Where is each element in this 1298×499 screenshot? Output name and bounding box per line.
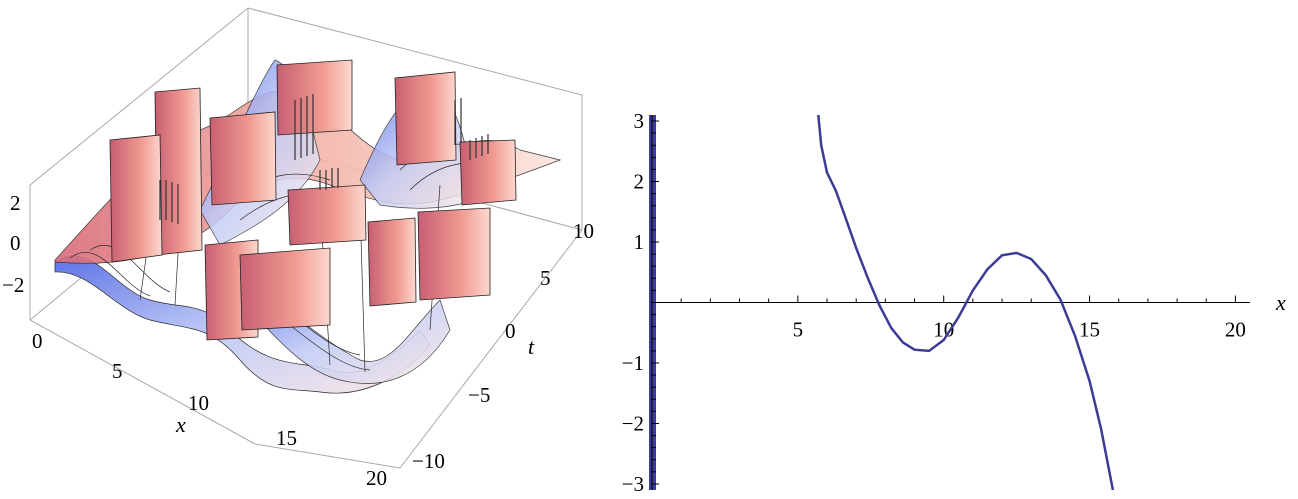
sheet-5 xyxy=(276,59,353,136)
y-tick-label: −1 xyxy=(622,351,644,375)
sheet-6 xyxy=(209,111,277,206)
t-axis-label: t xyxy=(528,334,535,359)
sheet-9 xyxy=(417,207,491,301)
x-tick-label: 20 xyxy=(1225,318,1246,342)
t-tick-label: 0 xyxy=(505,319,516,343)
sheet-2 xyxy=(109,134,163,263)
sheet-10 xyxy=(394,71,457,166)
series-line xyxy=(817,114,1115,491)
z-tick-label: −2 xyxy=(2,273,24,297)
t-tick-label: 10 xyxy=(573,219,594,243)
x-tick-label: 0 xyxy=(32,329,43,353)
sheet-4 xyxy=(239,247,331,331)
t-tick-label: −10 xyxy=(412,449,445,473)
y-tick-label: 3 xyxy=(634,109,645,133)
x-tick-label: 10 xyxy=(188,391,209,415)
sheet-8 xyxy=(367,217,417,307)
x-tick-label: 5 xyxy=(793,318,804,342)
y-tick-label: −3 xyxy=(622,472,644,496)
x-tick-label: 20 xyxy=(366,466,387,490)
x-tick-label: 15 xyxy=(1079,318,1100,342)
x-axis-label: x xyxy=(175,412,186,437)
z-tick-label: 0 xyxy=(10,231,21,255)
z-tick-label: 2 xyxy=(10,191,21,215)
tick-labels: 5 10 15 20 3 2 1 −1 −2 −3 xyxy=(622,109,1246,496)
ticks xyxy=(652,120,1236,485)
x-axis: 0 5 10 15 20 x xyxy=(32,329,387,490)
discontinuity-sheets xyxy=(109,59,517,341)
sheet-11 xyxy=(459,139,517,206)
z-axis: 2 0 −2 xyxy=(2,191,24,297)
t-tick-label: −5 xyxy=(468,383,490,407)
line-plot-2d: 5 10 15 20 3 2 1 −1 −2 −3 x xyxy=(622,109,1286,496)
y-tick-label: 2 xyxy=(634,170,645,194)
x-tick-label: 5 xyxy=(112,359,123,383)
t-axis: −10 −5 0 5 10 t xyxy=(412,219,594,473)
spike-fringes xyxy=(159,94,489,224)
y-tick-label: −2 xyxy=(622,411,644,435)
sheet-1 xyxy=(154,87,203,256)
t-tick-label: 5 xyxy=(540,266,551,290)
sheet-7 xyxy=(287,184,367,246)
axes xyxy=(651,115,1250,490)
surface-valley xyxy=(239,279,451,384)
surface-plot-3d: 2 0 −2 0 5 10 15 20 x −10 −5 0 5 10 t xyxy=(2,7,594,490)
x-tick-label: 10 xyxy=(933,318,954,342)
x-axis-label: x xyxy=(1275,290,1286,315)
x-tick-label: 15 xyxy=(276,426,297,450)
y-tick-label: 1 xyxy=(634,230,645,254)
